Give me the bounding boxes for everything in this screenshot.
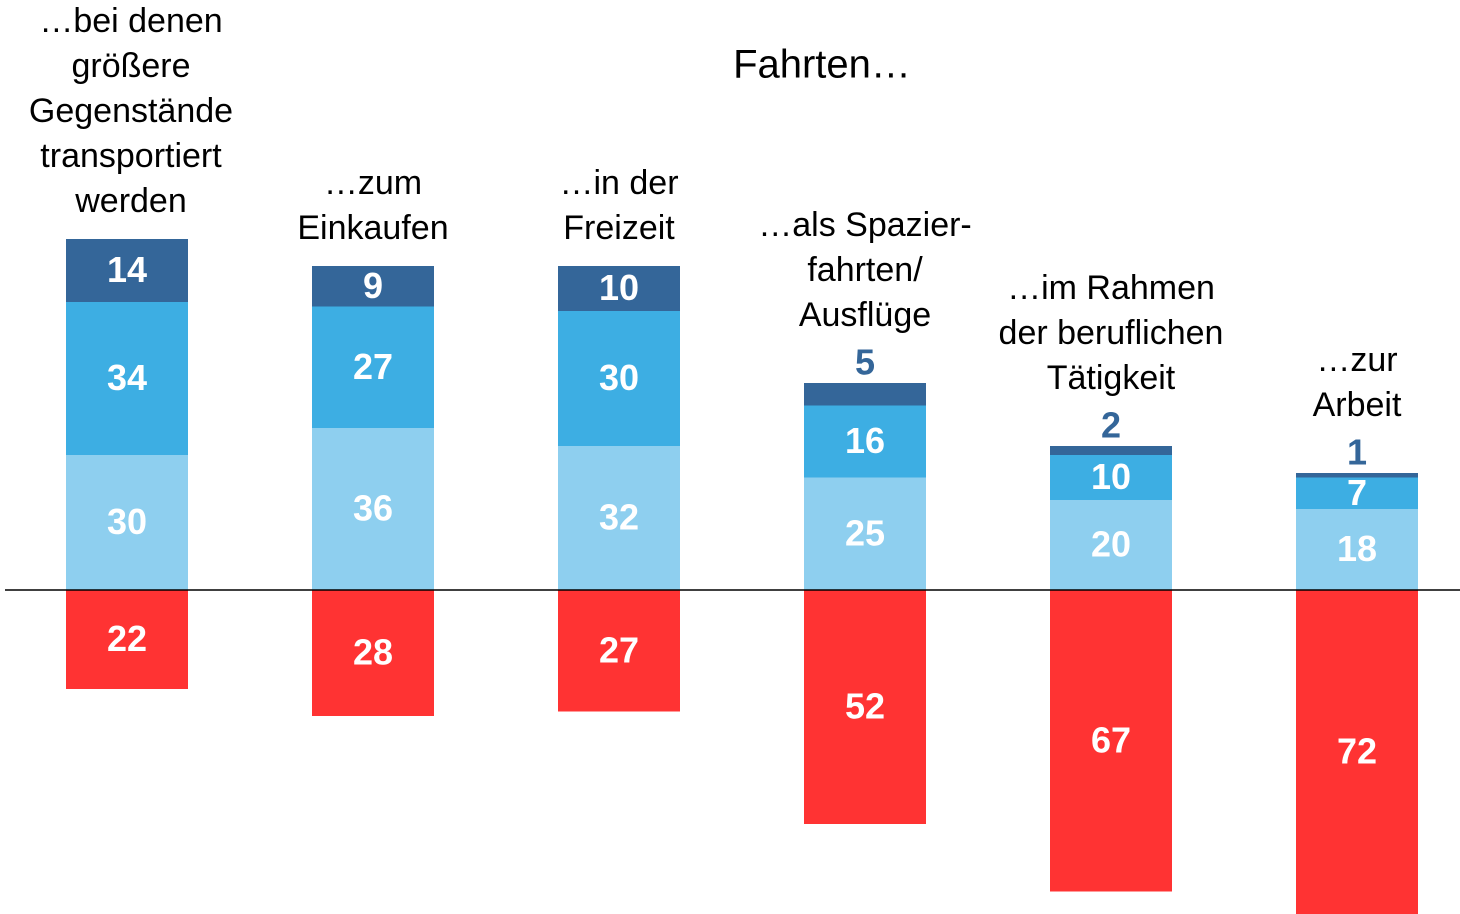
value-label: 72 [1337, 731, 1377, 772]
bar-segment [1050, 590, 1172, 892]
category-label: …bei denen [39, 2, 222, 40]
value-label: 30 [107, 501, 147, 542]
category-label: Einkaufen [297, 209, 448, 247]
bar-segment [1296, 509, 1418, 590]
value-label: 20 [1091, 524, 1131, 565]
category-label: größere [71, 47, 190, 85]
value-label: 36 [353, 488, 393, 529]
chart-title: Fahrten… [733, 43, 911, 87]
value-label: 27 [599, 629, 639, 670]
bar-segment [1050, 500, 1172, 590]
category-label: Freizeit [563, 209, 675, 247]
bar-segment [66, 302, 188, 455]
category-label: werden [74, 182, 187, 220]
bar-segment [558, 446, 680, 590]
bar-segment [558, 266, 680, 311]
category-label: …zur [1316, 341, 1397, 379]
bar-segment [804, 590, 926, 824]
bar-segment [312, 428, 434, 590]
value-label: 67 [1091, 719, 1131, 760]
bar-segment [1296, 473, 1418, 478]
bar-segment [558, 311, 680, 446]
value-label: 7 [1347, 472, 1367, 513]
value-label: 22 [107, 618, 147, 659]
value-label: 52 [845, 686, 885, 727]
category-label: Tätigkeit [1047, 359, 1176, 397]
value-label: 2 [1101, 405, 1121, 446]
value-label: 1 [1347, 432, 1367, 473]
bar-segment [1296, 477, 1418, 509]
value-label: 28 [353, 632, 393, 673]
value-label: 27 [353, 346, 393, 387]
value-label: 10 [1091, 456, 1131, 497]
value-label: 34 [107, 357, 147, 398]
category-label: Ausflüge [799, 296, 931, 334]
bar-segment [66, 239, 188, 302]
bar-segment [804, 383, 926, 406]
bar-segment [1050, 446, 1172, 455]
bar-segment [66, 455, 188, 590]
value-label: 5 [855, 342, 875, 383]
value-label: 9 [363, 265, 383, 306]
category-label: Arbeit [1313, 386, 1402, 424]
category-label: …in der [559, 164, 678, 202]
category-label: der beruflichen [999, 314, 1224, 352]
bar-segment [558, 590, 680, 712]
bar-segment [66, 590, 188, 689]
bar-segment [312, 266, 434, 307]
value-label: 18 [1337, 528, 1377, 569]
value-label: 16 [845, 420, 885, 461]
value-label: 32 [599, 497, 639, 538]
category-label: fahrten/ [807, 251, 923, 289]
category-label: …im Rahmen [1007, 269, 1215, 307]
value-label: 30 [599, 357, 639, 398]
bar-segment [1050, 455, 1172, 500]
bar-segment [312, 590, 434, 716]
category-label: transportiert [40, 137, 222, 175]
value-label: 14 [107, 249, 147, 290]
category-label: …zum [324, 164, 422, 202]
bar-segment [804, 477, 926, 590]
category-label: …als Spazier- [758, 206, 972, 244]
value-label: 10 [599, 267, 639, 308]
bar-segment [1296, 590, 1418, 914]
bar-segment [312, 306, 434, 428]
category-label: Gegenstände [29, 92, 233, 130]
value-label: 25 [845, 512, 885, 553]
bar-segment [804, 405, 926, 478]
